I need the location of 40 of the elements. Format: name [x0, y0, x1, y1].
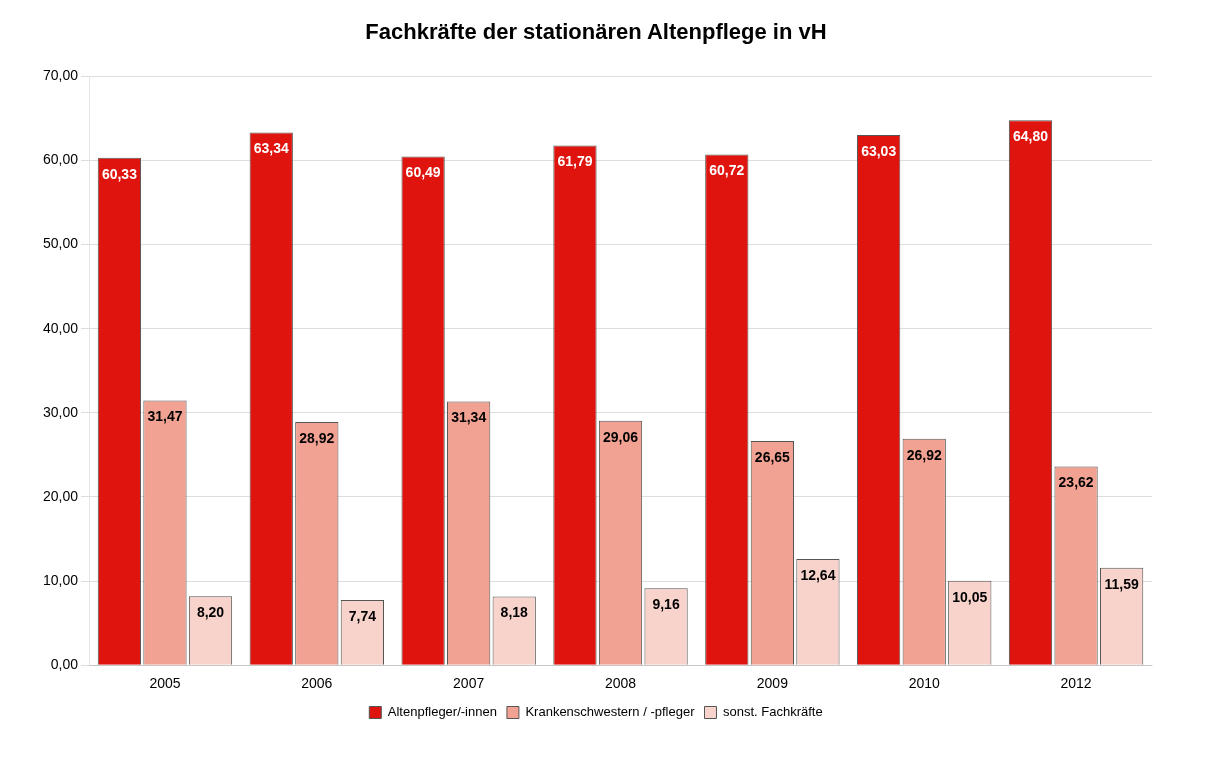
x-tick-label: 2006 — [301, 675, 333, 692]
y-tick-label: 20,00 — [42, 487, 79, 504]
x-tick-label: 2009 — [756, 675, 789, 692]
data-label: 8,20 — [196, 604, 225, 621]
x-tick-label: 2005 — [149, 675, 181, 692]
data-label: 28,92 — [299, 429, 335, 446]
x-tick-label: 2008 — [604, 675, 637, 692]
legend-label: Altenpfleger/-innen — [387, 704, 497, 720]
y-tick-label: 30,00 — [42, 403, 79, 420]
data-label: 29,06 — [602, 428, 639, 445]
data-label: 26,92 — [906, 446, 942, 463]
data-label: 26,65 — [754, 448, 791, 465]
data-label: 9,16 — [652, 596, 680, 613]
y-tick-label: 10,00 — [42, 571, 79, 588]
data-label: 11,59 — [1104, 575, 1139, 592]
legend-label: Krankenschwestern / -pfleger — [525, 704, 696, 720]
data-label: 64,80 — [1012, 128, 1049, 144]
data-label: 31,34 — [451, 409, 487, 426]
data-label: 7,74 — [348, 607, 377, 624]
data-label: 23,62 — [1058, 474, 1094, 491]
data-label: 12,64 — [800, 566, 836, 583]
legend-label: sonst. Fachkräfte — [723, 704, 823, 720]
data-label: 60,49 — [405, 164, 441, 181]
y-tick-label: 60,00 — [42, 151, 79, 168]
data-label: 63,03 — [861, 142, 897, 159]
chart-title: Fachkräfte der stationären Altenpflege in vH — [365, 19, 827, 45]
data-label: 60,72 — [709, 162, 745, 179]
data-label: 10,05 — [952, 588, 988, 605]
x-tick-label: 2012 — [1060, 675, 1092, 692]
y-tick-label: 70,00 — [42, 67, 79, 84]
x-tick-label: 2010 — [908, 675, 940, 692]
data-label: 61,79 — [557, 153, 593, 170]
y-tick-label: 50,00 — [42, 235, 79, 252]
data-label: 63,34 — [253, 140, 289, 157]
y-tick-label: 40,00 — [42, 319, 79, 336]
data-label: 31,47 — [147, 408, 183, 425]
data-label: 60,33 — [101, 165, 138, 182]
data-label: 8,18 — [500, 604, 529, 621]
y-tick-label: 0,00 — [50, 656, 79, 673]
x-tick-label: 2007 — [453, 675, 485, 692]
